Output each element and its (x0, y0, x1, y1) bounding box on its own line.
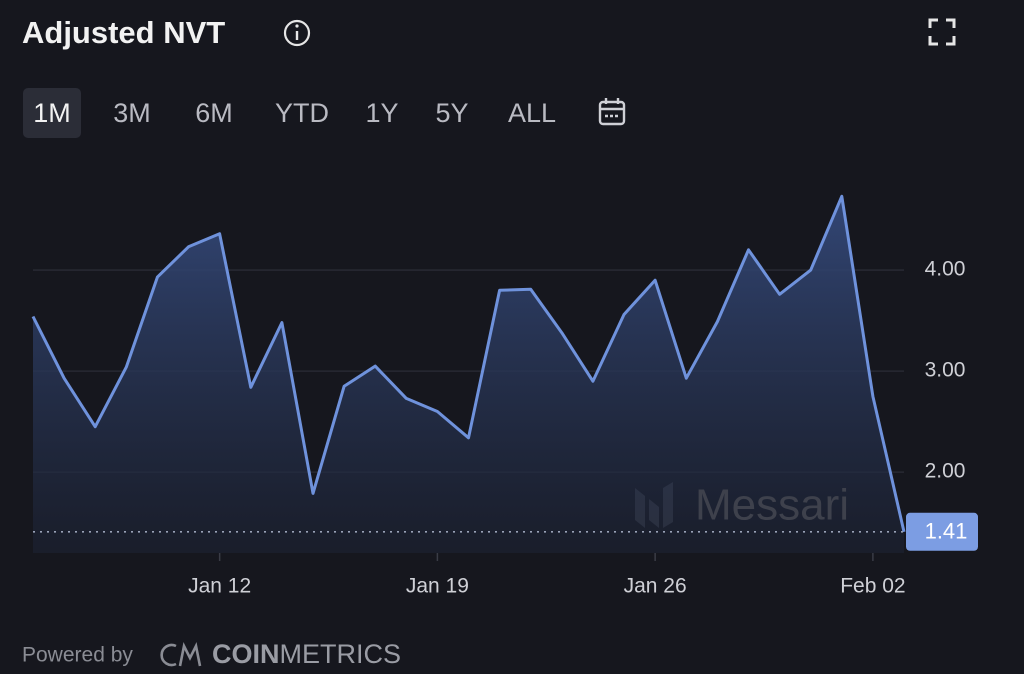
last-value-label: 1.41 (925, 519, 968, 544)
range-button[interactable]: 1M (33, 98, 71, 128)
range-button[interactable]: 1Y (365, 98, 398, 128)
footer-brand-light: METRICS (280, 639, 402, 669)
range-button[interactable]: ALL (508, 98, 556, 128)
area (33, 196, 904, 554)
x-tick-label: Feb 02 (840, 575, 905, 598)
coinmetrics-logo (160, 642, 202, 667)
fullscreen-icon[interactable] (928, 18, 956, 46)
y-tick-label: 4.00 (925, 258, 966, 281)
range-button[interactable]: 5Y (435, 98, 468, 128)
range-selector: 1M 3M 6M YTD 1Y 5Y ALL (23, 88, 556, 138)
calendar-icon[interactable] (598, 98, 626, 126)
x-tick-label: Jan 26 (624, 575, 687, 598)
range-button[interactable]: 6M (195, 98, 233, 128)
line (31, 194, 906, 533)
info-icon[interactable] (283, 19, 311, 47)
footer-brand-bold: COIN (212, 639, 280, 669)
chart-title: Adjusted NVT (22, 15, 225, 50)
watermark: Messari (695, 481, 849, 530)
range-button[interactable]: YTD (275, 98, 329, 128)
x-tick-label: Jan 19 (406, 575, 469, 598)
range-button[interactable]: 3M (113, 98, 151, 128)
footer-text: Powered by (22, 644, 133, 667)
y-tick-label: 2.00 (925, 460, 966, 483)
x-tick-label: Jan 12 (188, 575, 251, 598)
range-button-bg (23, 88, 81, 138)
y-tick-label: 3.00 (925, 359, 966, 382)
last-value-badge (906, 512, 978, 551)
